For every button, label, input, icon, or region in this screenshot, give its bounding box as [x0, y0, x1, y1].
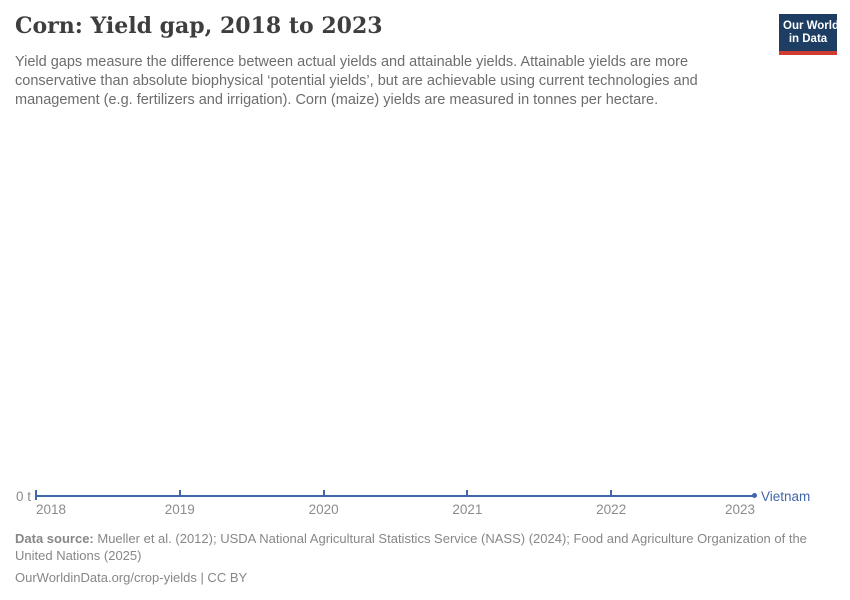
chart-footer: Data source: Mueller et al. (2012); USDA… — [15, 531, 807, 587]
data-source-note: Data source: Mueller et al. (2012); USDA… — [15, 531, 807, 564]
x-axis-year-label: 2022 — [596, 502, 627, 517]
license-url-line[interactable]: OurWorldinData.org/crop-yields | CC BY — [15, 570, 248, 585]
chart-subtitle: Yield gaps measure the difference betwee… — [15, 54, 698, 108]
x-axis-tick — [610, 490, 613, 496]
data-source-text: Mueller et al. (2012); USDA National Agr… — [15, 531, 807, 563]
owid-logo-text-line1: Our World — [783, 20, 840, 32]
x-axis-tick — [35, 490, 37, 500]
x-axis-year-label: 2020 — [308, 502, 339, 517]
x-axis-year-label: 2019 — [164, 502, 195, 517]
x-axis-year-label: 2018 — [36, 502, 67, 517]
chart-title: Corn: Yield gap, 2018 to 2023 — [15, 13, 383, 39]
plot-area — [0, 110, 850, 485]
x-axis-tick — [466, 490, 469, 496]
y-axis-zero-label: 0 t — [15, 489, 31, 504]
data-source-label: Data source: — [15, 531, 94, 546]
x-axis-year-label: 2021 — [452, 502, 483, 517]
owid-logo[interactable]: Our World in Data — [779, 14, 840, 55]
series-label-vietnam[interactable]: Vietnam — [761, 489, 811, 504]
series-end-marker — [752, 493, 757, 498]
series-line-vietnam[interactable] — [36, 495, 753, 497]
x-axis-year-label: 2023 — [724, 502, 755, 517]
x-axis-tick — [178, 490, 181, 496]
x-axis-tick — [322, 490, 325, 496]
owid-logo-text-line2: in Data — [788, 33, 828, 45]
